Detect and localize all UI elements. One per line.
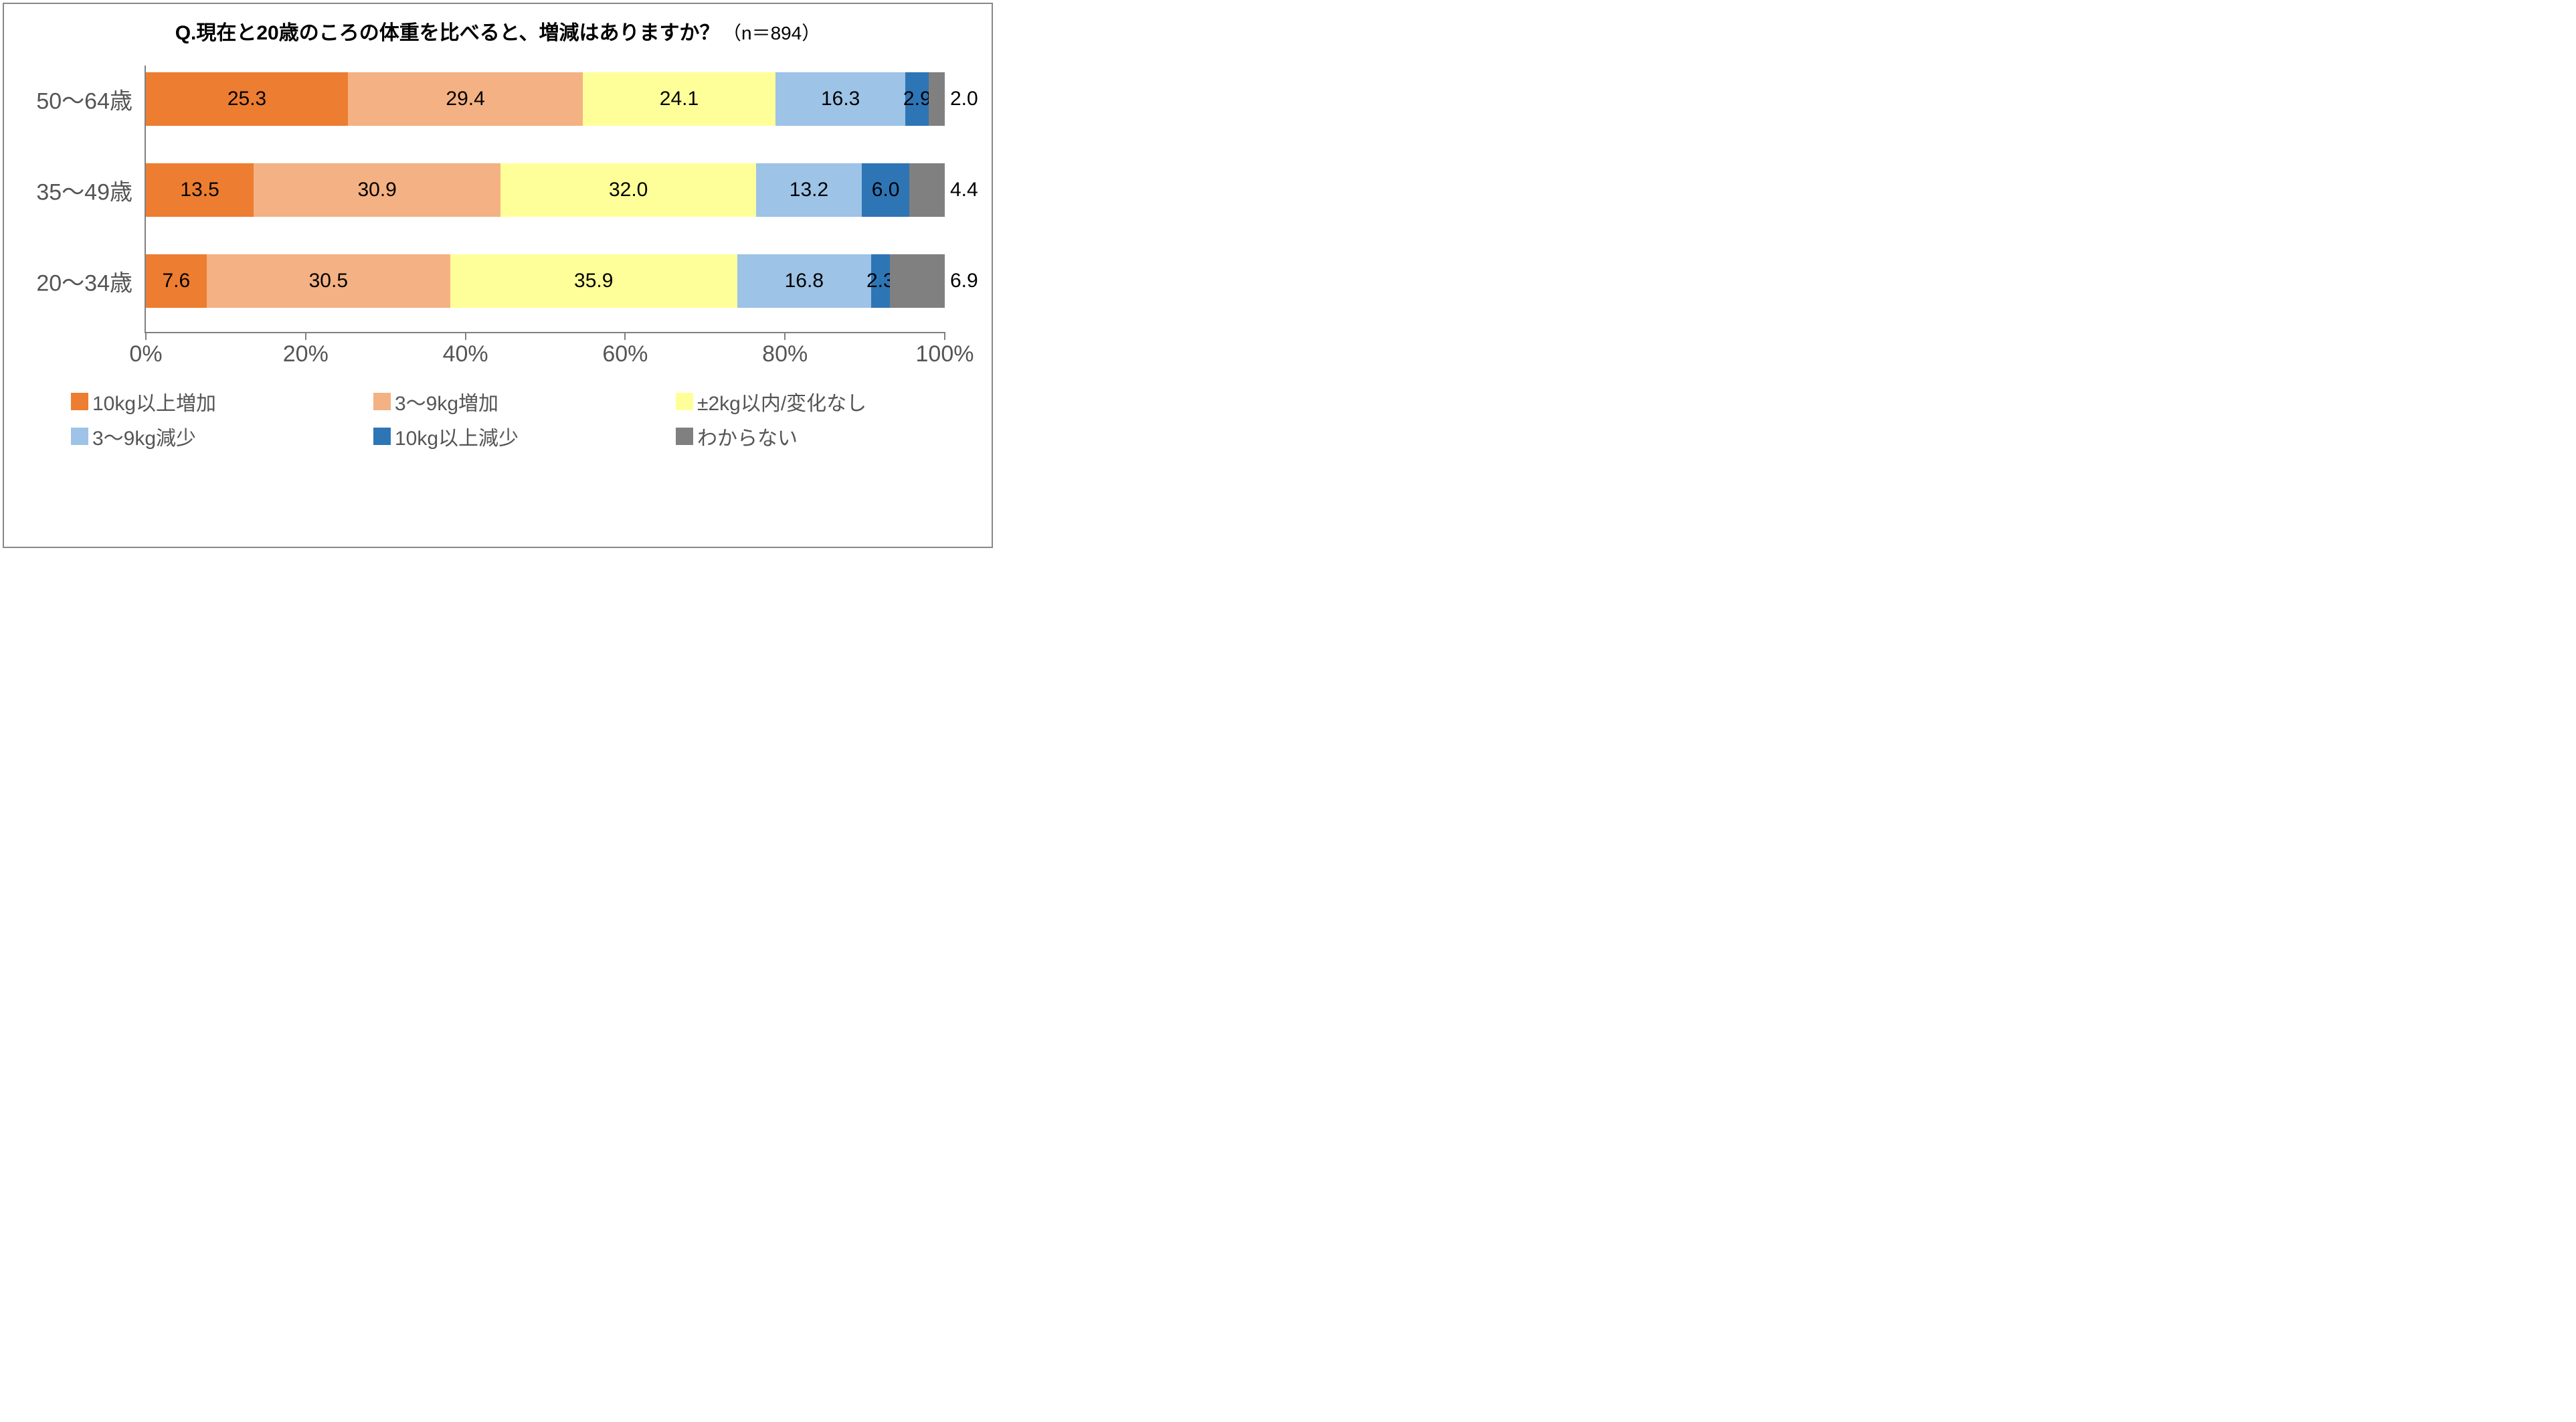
bar-value-label: 30.9: [357, 179, 396, 201]
bar-value-label: 13.5: [180, 179, 219, 201]
bar-row: 7.6 30.5 35.9 16.8 2.3: [146, 254, 945, 308]
x-tick-label: 20%: [283, 341, 329, 367]
chart-title: Q.現在と20歳のころの体重を比べると、増減はありますか？ （n＝894）: [4, 16, 992, 46]
legend-label: 3～9kg増加: [395, 387, 498, 416]
bar-segment: 29.4: [348, 72, 583, 126]
legend-item: 10kg以上増加: [71, 387, 360, 416]
x-tick: [784, 332, 786, 340]
plot-wrap: 0%20%40%60%80%100%50～64歳25.329.424.116.3…: [145, 66, 945, 373]
bar-segment: 25.3: [146, 72, 348, 126]
bar-value-label: 29.4: [446, 88, 484, 110]
bar-value-label: 6.0: [872, 179, 900, 201]
bar-segment: 2.9: [905, 72, 929, 126]
bar-segment: [909, 163, 945, 217]
bar-segment: 24.1: [583, 72, 775, 126]
chart-title-sub: （n＝894）: [723, 23, 820, 43]
bar-value-label: 16.8: [785, 270, 824, 292]
x-tick-label: 80%: [762, 341, 808, 367]
bar-value-label: 16.3: [821, 88, 860, 110]
legend-swatch: [71, 428, 88, 445]
bar-value-label-overflow: 6.9: [950, 270, 978, 292]
bar-value-label: 24.1: [660, 88, 699, 110]
x-tick: [145, 332, 147, 340]
legend-label: わからない: [697, 422, 798, 451]
bar-row: 13.5 30.9 32.0 13.2 6.0: [146, 163, 945, 217]
y-category-label: 20～34歳: [36, 265, 146, 298]
x-tick: [465, 332, 466, 340]
chart-frame: Q.現在と20歳のころの体重を比べると、増減はありますか？ （n＝894） 0%…: [3, 3, 993, 548]
legend-item: 3～9kg減少: [71, 422, 360, 451]
legend-item: ±2kg以内/変化なし: [676, 387, 965, 416]
legend-label: 10kg以上減少: [395, 422, 519, 451]
bar-value-label: 30.5: [309, 270, 348, 292]
bar-row: 25.3 29.4 24.1 16.3 2.9: [146, 72, 945, 126]
x-tick-label: 100%: [916, 341, 974, 367]
y-category-label: 50～64歳: [36, 83, 146, 116]
legend-swatch: [676, 393, 693, 410]
y-category-label: 35～49歳: [36, 174, 146, 207]
plot-area: 0%20%40%60%80%100%50～64歳25.329.424.116.3…: [145, 66, 945, 333]
bar-value-label: 13.2: [790, 179, 828, 201]
legend-swatch: [71, 393, 88, 410]
bar-value-label-overflow: 2.0: [950, 88, 978, 110]
legend: 10kg以上増加 3～9kg増加 ±2kg以内/変化なし 3～9kg減少 10kg以上減…: [71, 387, 965, 451]
bar-value-label: 25.3: [227, 88, 266, 110]
legend-label: 3～9kg減少: [92, 422, 196, 451]
bar-segment: 35.9: [450, 254, 737, 308]
chart-title-main: Q.現在と20歳のころの体重を比べると、増減はありますか？: [175, 22, 720, 44]
legend-swatch: [373, 393, 391, 410]
x-tick: [624, 332, 626, 340]
x-tick: [944, 332, 945, 340]
x-tick: [305, 332, 306, 340]
bar-segment: 13.2: [756, 163, 862, 217]
legend-label: 10kg以上増加: [92, 387, 216, 416]
x-tick-label: 40%: [443, 341, 488, 367]
bar-segment: [890, 254, 945, 308]
legend-item: 3～9kg増加: [373, 387, 662, 416]
legend-item: わからない: [676, 422, 965, 451]
x-tick-label: 60%: [602, 341, 648, 367]
bar-segment: [929, 72, 945, 126]
bar-segment: 16.3: [775, 72, 906, 126]
bar-value-label: 32.0: [609, 179, 648, 201]
bar-segment: 16.8: [737, 254, 872, 308]
bar-value-label: 2.9: [903, 88, 931, 110]
bar-segment: 30.9: [254, 163, 500, 217]
bar-segment: 32.0: [500, 163, 756, 217]
legend-swatch: [676, 428, 693, 445]
bar-segment: 7.6: [146, 254, 207, 308]
bar-segment: 2.3: [871, 254, 889, 308]
x-tick-label: 0%: [129, 341, 162, 367]
bar-segment: 30.5: [207, 254, 450, 308]
bar-value-label-overflow: 4.4: [950, 179, 978, 201]
bar-segment: 6.0: [862, 163, 910, 217]
legend-item: 10kg以上減少: [373, 422, 662, 451]
bar-value-label: 7.6: [163, 270, 191, 292]
bar-value-label: 35.9: [574, 270, 613, 292]
bar-segment: 13.5: [146, 163, 254, 217]
legend-label: ±2kg以内/変化なし: [697, 387, 866, 416]
legend-swatch: [373, 428, 391, 445]
